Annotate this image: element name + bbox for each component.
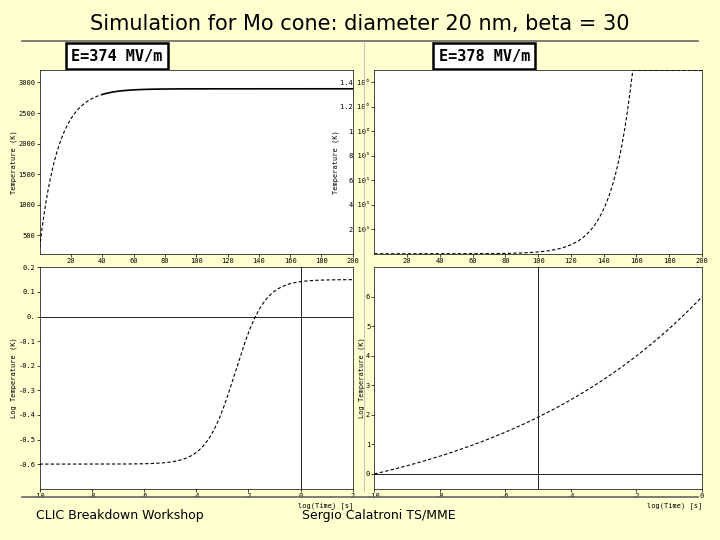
Y-axis label: Log Temperature (K): Log Temperature (K) <box>11 338 17 418</box>
Text: E=378 MV/m: E=378 MV/m <box>438 49 530 64</box>
Text: log(Time) [s]: log(Time) [s] <box>297 502 353 509</box>
Text: Time [ns]: Time [ns] <box>664 268 702 275</box>
Y-axis label: Temperature (K): Temperature (K) <box>11 130 17 194</box>
Y-axis label: Temperature (K): Temperature (K) <box>333 130 339 194</box>
Text: Time [ns]: Time [ns] <box>315 268 353 275</box>
Text: log(Time) [s]: log(Time) [s] <box>647 502 702 509</box>
Y-axis label: Log Temperature (K): Log Temperature (K) <box>358 338 364 418</box>
Text: CLIC Breakdown Workshop: CLIC Breakdown Workshop <box>36 509 204 522</box>
Text: E=374 MV/m: E=374 MV/m <box>71 49 163 64</box>
Text: Sergio Calatroni TS/MME: Sergio Calatroni TS/MME <box>302 509 456 522</box>
Text: Simulation for Mo cone: diameter 20 nm, beta = 30: Simulation for Mo cone: diameter 20 nm, … <box>90 14 630 35</box>
